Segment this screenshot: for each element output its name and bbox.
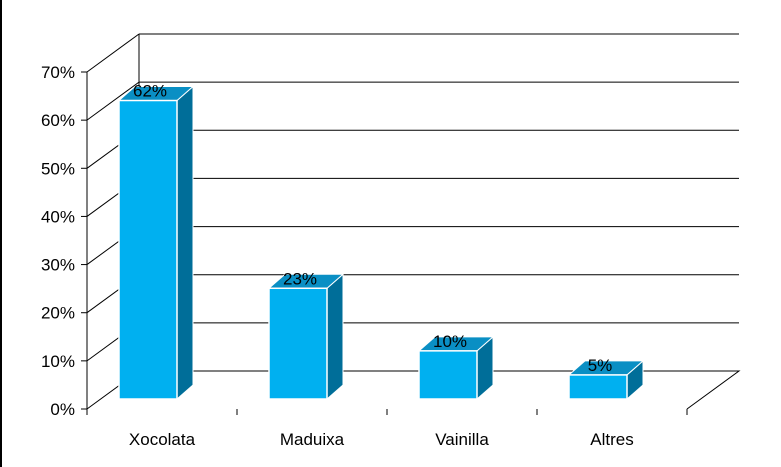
bar-front xyxy=(118,99,178,400)
gridline-side xyxy=(86,33,140,73)
bar-front xyxy=(418,350,478,400)
x-tick-label: Maduixa xyxy=(280,430,345,449)
x-axis-ticks: Xocolata Maduixa Vainilla Altres xyxy=(86,409,688,449)
x-tick-label: Xocolata xyxy=(129,430,196,449)
bar-xocolata xyxy=(117,85,195,401)
y-tick-label: 10% xyxy=(41,352,75,371)
data-label: 62% xyxy=(133,82,167,101)
bar-side xyxy=(176,85,194,401)
bar-side xyxy=(326,273,344,401)
data-label: 5% xyxy=(588,356,613,375)
y-tick-label: 70% xyxy=(41,63,75,82)
bar-front xyxy=(568,374,628,400)
data-label: 10% xyxy=(433,332,467,351)
data-labels: 62% 23% 10% 5% xyxy=(133,82,612,375)
bars xyxy=(117,85,645,401)
gridline-side xyxy=(86,81,140,121)
y-tick-label: 60% xyxy=(41,111,75,130)
x-tick-label: Altres xyxy=(590,430,633,449)
y-axis-ticks: 0% 10% 20% 30% 40% 50% 60% 70% xyxy=(41,63,87,419)
data-label: 23% xyxy=(283,269,317,288)
y-tick-label: 40% xyxy=(41,207,75,226)
x-tick-label: Vainilla xyxy=(435,430,489,449)
bar-vainilla xyxy=(417,335,495,401)
y-tick-label: 0% xyxy=(50,400,75,419)
bar-maduixa xyxy=(267,273,345,401)
y-tick-label: 20% xyxy=(41,304,75,323)
y-tick-label: 50% xyxy=(41,159,75,178)
y-tick-label: 30% xyxy=(41,256,75,275)
bar-altres xyxy=(567,359,645,401)
bar-front xyxy=(268,287,328,400)
